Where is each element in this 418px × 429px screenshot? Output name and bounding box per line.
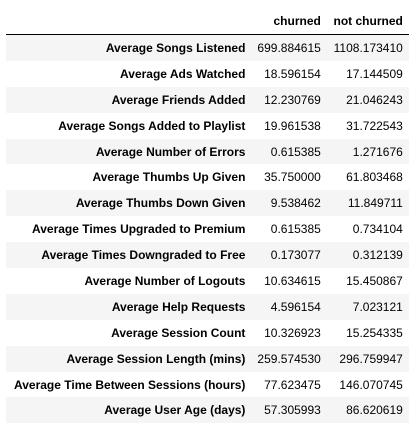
cell-churned: 699.884615 — [257, 40, 321, 55]
cell-churned: 9.538462 — [270, 196, 321, 211]
cell-not-churned: 21.046243 — [346, 92, 403, 107]
cell-churned: 4.596154 — [270, 299, 321, 314]
column-header-churned: churned — [251, 8, 327, 35]
cell-churned: 0.173077 — [270, 248, 321, 263]
cell-not-churned: 0.734104 — [352, 222, 403, 237]
row-label: Average Thumbs Down Given — [75, 196, 246, 211]
row-label: Average Session Count — [111, 325, 246, 340]
table-row: Average Times Upgraded to Premium 0.6153… — [6, 216, 409, 243]
table-row: Average Session Count 10.326923 15.25433… — [6, 319, 409, 346]
row-label: Average Help Requests — [111, 299, 246, 314]
table-row: Average Songs Listened 699.884615 1108.1… — [6, 34, 409, 61]
table-header: churned not churned — [6, 8, 409, 35]
cell-not-churned: 15.254335 — [346, 325, 403, 340]
cell-churned: 19.961538 — [264, 118, 321, 133]
table-row: Average Songs Added to Playlist 19.96153… — [6, 112, 409, 139]
header-row: churned not churned — [6, 8, 409, 35]
cell-not-churned: 61.803468 — [346, 170, 403, 185]
cell-not-churned: 17.144509 — [346, 66, 403, 81]
cell-churned: 77.623475 — [264, 377, 321, 392]
cell-churned: 10.634615 — [264, 273, 321, 288]
row-label: Average Thumbs Up Given — [92, 170, 246, 185]
row-label: Average Songs Added to Playlist — [58, 118, 246, 133]
table-row: Average User Age (days) 57.305993 86.620… — [6, 397, 409, 424]
cell-not-churned: 7.023121 — [352, 299, 403, 314]
column-header-not-churned: not churned — [326, 8, 409, 35]
table-row: Average Thumbs Down Given 9.538462 11.84… — [6, 190, 409, 217]
row-label: Average Session Length (mins) — [66, 351, 246, 366]
cell-not-churned: 86.620619 — [346, 403, 403, 418]
cell-churned: 12.230769 — [264, 92, 321, 107]
row-label: Average Number of Errors — [95, 144, 246, 159]
row-label: Average Times Downgraded to Free — [41, 248, 246, 263]
cell-churned: 18.596154 — [264, 66, 321, 81]
cell-not-churned: 31.722543 — [346, 118, 403, 133]
row-label: Average Songs Listened — [105, 40, 246, 55]
cell-not-churned: 146.070745 — [339, 377, 403, 392]
row-label: Average Time Between Sessions (hours) — [14, 377, 246, 392]
table-row: Average Time Between Sessions (hours) 77… — [6, 371, 409, 398]
table-row: Average Ads Watched 18.596154 17.144509 — [6, 60, 409, 87]
cell-churned: 259.574530 — [257, 351, 321, 366]
row-label: Average Ads Watched — [120, 66, 246, 81]
table-row: Average Thumbs Up Given 35.750000 61.803… — [6, 164, 409, 191]
cell-churned: 0.615385 — [270, 222, 321, 237]
index-header — [6, 8, 252, 35]
row-label: Average Friends Added — [111, 92, 246, 107]
cell-not-churned: 1.271676 — [352, 144, 403, 159]
cell-not-churned: 11.849711 — [347, 196, 403, 211]
row-label: Average Number of Logouts — [84, 273, 246, 288]
table-body: Average Songs Listened 699.884615 1108.1… — [6, 34, 409, 424]
cell-churned: 10.326923 — [264, 325, 321, 340]
cell-not-churned: 0.312139 — [352, 248, 403, 263]
table-row: Average Times Downgraded to Free 0.17307… — [6, 242, 409, 269]
row-label: Average User Age (days) — [104, 403, 246, 418]
table-row: Average Help Requests 4.596154 7.023121 — [6, 293, 409, 320]
comparison-table: churned not churned Average Songs Listen… — [6, 8, 409, 424]
table-row: Average Session Length (mins) 259.574530… — [6, 345, 409, 372]
cell-not-churned: 296.759947 — [339, 351, 403, 366]
cell-not-churned: 15.450867 — [346, 273, 403, 288]
table-row: Average Number of Logouts 10.634615 15.4… — [6, 268, 409, 294]
cell-not-churned: 1108.173410 — [333, 40, 403, 55]
cell-churned: 57.305993 — [264, 403, 321, 418]
table-row: Average Friends Added 12.230769 21.04624… — [6, 86, 409, 113]
table-row: Average Number of Errors 0.615385 1.2716… — [6, 138, 409, 165]
cell-churned: 35.750000 — [264, 170, 321, 185]
cell-churned: 0.615385 — [270, 144, 321, 159]
row-label: Average Times Upgraded to Premium — [32, 222, 246, 237]
